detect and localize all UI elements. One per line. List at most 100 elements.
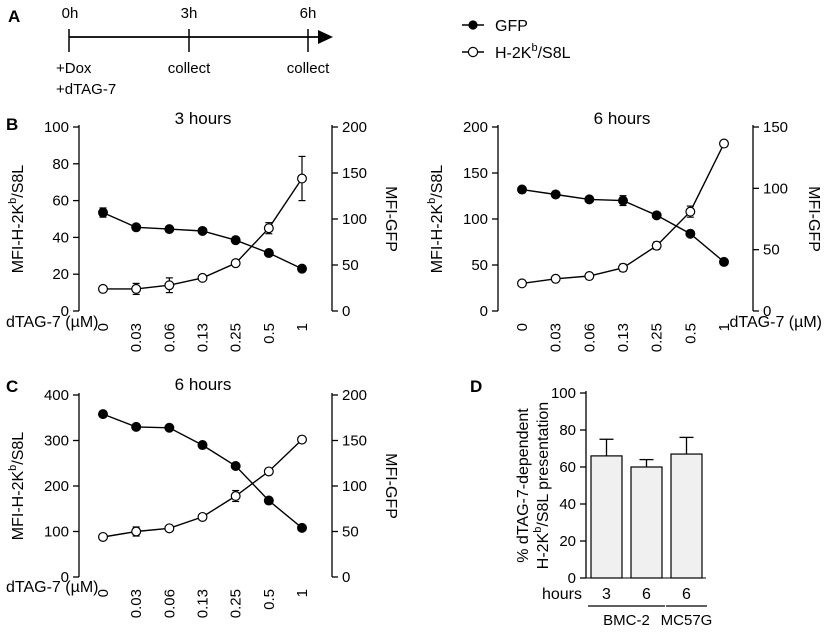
action-collect-6h: collect [287, 60, 330, 77]
data-point-h2kb [131, 283, 142, 294]
row-label: hours [542, 586, 582, 603]
data-point-h2kb [297, 173, 308, 184]
data-point-h2kb [263, 223, 274, 234]
legend-gfp-label: GFP [495, 18, 528, 35]
x-category-label: 6 [682, 586, 691, 603]
x-tick-label: 0.06 [161, 323, 178, 352]
right-tick-label: 0 [342, 569, 350, 586]
legend-h2kb-marker [467, 46, 479, 58]
time-6h: 6h [300, 5, 317, 22]
left-axis-label: MFI-H-2Kb/S8L [7, 432, 27, 540]
data-point-gfp [230, 235, 241, 246]
right-tick-label: 200 [342, 119, 367, 136]
data-point-gfp [164, 224, 175, 235]
action-dtag7: +dTAG-7 [56, 81, 116, 98]
x-tick-label: 0.06 [581, 323, 598, 352]
x-axis-label: dTAG-7 (µM) [6, 579, 98, 596]
x-tick-label: 0.13 [615, 323, 632, 352]
data-point-h2kb [197, 272, 208, 283]
y-tick-label: 40 [559, 496, 576, 513]
series-line-h-2kb-s8l [102, 439, 303, 538]
x-tick-label: 0.25 [228, 323, 245, 352]
panel-a: A 0h 3h 6h +Dox +dTAG-7 collect collect [8, 5, 333, 98]
x-tick-label: 0.5 [261, 589, 278, 610]
x-tick-label: 0.25 [649, 323, 666, 352]
series-line-gfp [102, 211, 303, 270]
panel-label-a: A [8, 7, 20, 26]
data-point-h2kb [230, 491, 241, 502]
right-tick-label: 0 [342, 303, 350, 320]
right-tick-label: 200 [342, 387, 367, 404]
data-point-gfp [297, 522, 308, 533]
x-tick-label: 0.5 [261, 323, 278, 344]
data-point-gfp [584, 194, 595, 205]
x-axis-label: dTAG-7 (µM) [730, 314, 822, 331]
data-point-gfp [263, 495, 274, 506]
left-tick-label: 50 [471, 257, 488, 274]
data-point-gfp [718, 256, 729, 267]
legend-gfp-marker [468, 20, 478, 30]
x-tick-label: 1 [294, 589, 311, 597]
chart-title: 3 hours [175, 109, 232, 128]
right-tick-label: 100 [763, 180, 788, 197]
chart-title: 6 hours [594, 109, 651, 128]
data-point-gfp [230, 460, 241, 471]
data-point-gfp [131, 222, 142, 233]
right-tick-label: 150 [763, 119, 788, 136]
data-point-gfp [197, 440, 208, 451]
data-point-h2kb [197, 511, 208, 522]
time-0h: 0h [62, 5, 79, 22]
y-tick-label: 100 [551, 385, 576, 402]
right-tick-label: 100 [342, 478, 367, 495]
right-axis-label: MFI-GFP [805, 186, 822, 252]
action-dox: +Dox [56, 60, 92, 77]
data-point-gfp [97, 409, 108, 420]
left-tick-label: 200 [463, 119, 488, 136]
data-point-h2kb [685, 206, 696, 217]
group-label: MC57G [661, 612, 713, 629]
data-point-h2kb [164, 523, 175, 534]
data-point-gfp [164, 422, 175, 433]
data-point-h2kb [651, 240, 662, 251]
left-tick-label: 80 [52, 156, 69, 173]
x-tick-label: 1 [716, 323, 733, 331]
data-point-h2kb [230, 258, 241, 269]
left-tick-label: 100 [44, 524, 69, 541]
left-axis-label: MFI-H-2Kb/S8L [426, 165, 446, 273]
action-collect-3h: collect [168, 60, 211, 77]
data-point-gfp [263, 248, 274, 259]
x-tick-label: 0.06 [161, 589, 178, 618]
chart-c-6-hours: 0 100 200 300 400 0 50 100 150 200 0 0.03 0.06 0.13 0.… [6, 375, 399, 618]
panel-label-b: B [6, 115, 18, 134]
x-tick-label: 0 [95, 323, 112, 331]
left-tick-label: 100 [44, 119, 69, 136]
y-axis-label-line2: H-2Kb/S8L presentation [532, 402, 552, 569]
left-tick-label: 20 [52, 266, 69, 283]
data-point-gfp [685, 228, 696, 239]
left-tick-label: 60 [52, 193, 69, 210]
data-point-h2kb [131, 526, 142, 537]
data-point-h2kb [164, 280, 175, 291]
x-tick-label: 0 [514, 323, 531, 331]
right-tick-label: 0 [763, 303, 771, 320]
x-category-label: 3 [602, 586, 611, 603]
x-category-label: 6 [642, 586, 651, 603]
data-point-h2kb [718, 138, 729, 149]
data-point-h2kb [584, 271, 595, 282]
right-tick-label: 150 [342, 433, 367, 450]
data-point-gfp [131, 421, 142, 432]
x-tick-label: 0.13 [195, 323, 212, 352]
data-point-h2kb [297, 434, 308, 445]
time-3h: 3h [181, 5, 198, 22]
chart-d-bar: 0 20 40 60 80 100 3 6 6 hours BMC-2 MC57G % dTAG-7-d… [515, 385, 712, 629]
x-tick-label: 0 [95, 589, 112, 597]
data-point-h2kb [97, 531, 108, 542]
y-tick-label: 0 [568, 570, 576, 587]
data-point-h2kb [97, 283, 108, 294]
chart-title: 6 hours [175, 375, 232, 394]
right-tick-label: 100 [342, 211, 367, 228]
y-tick-label: 20 [559, 533, 576, 550]
left-axis-label: MFI-H-2Kb/S8L [7, 165, 27, 273]
data-point-gfp [617, 195, 628, 206]
legend-h2kb-label: H-2Kb/S8L [495, 42, 571, 62]
